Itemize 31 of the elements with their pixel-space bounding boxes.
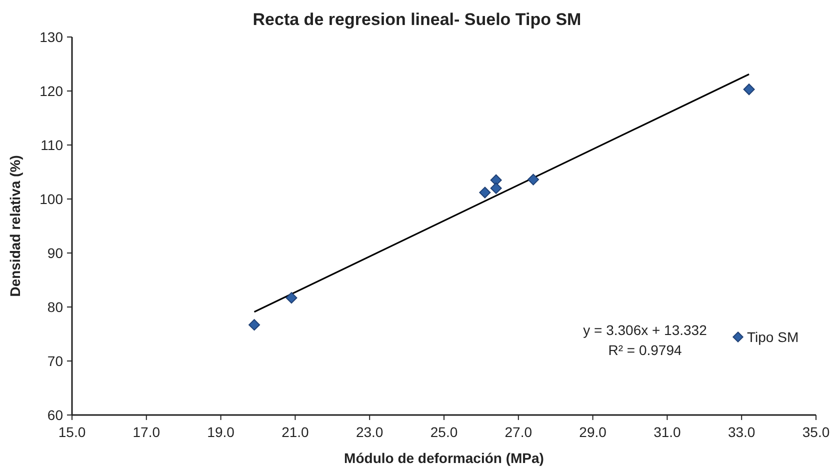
y-axis-title: Densidad relativa (%) — [7, 155, 23, 297]
point — [286, 292, 298, 304]
point — [528, 174, 540, 186]
x-tick-label: 15.0 — [58, 424, 86, 440]
x-tick-label: 25.0 — [430, 424, 458, 440]
legend-label: Tipo SM — [747, 328, 799, 345]
x-tick-label: 17.0 — [132, 424, 160, 440]
y-tick-label: 120 — [40, 82, 64, 99]
y-tick-label: 110 — [40, 136, 64, 153]
y-tick-label: 70 — [47, 352, 64, 369]
x-tick-label: 19.0 — [207, 424, 235, 440]
y-tick-label: 90 — [47, 244, 64, 261]
y-tick-label: 80 — [47, 298, 64, 315]
point — [479, 186, 491, 198]
point — [490, 182, 502, 194]
y-tick-label: 60 — [47, 406, 64, 423]
y-tick-label: 100 — [40, 190, 64, 207]
y-tick-label: 130 — [40, 28, 64, 45]
annotation: R² = 0.9794 — [608, 342, 682, 358]
x-tick-label: 27.0 — [504, 424, 532, 440]
x-tick-label: 33.0 — [728, 424, 756, 440]
point — [743, 84, 755, 96]
x-tick-label: 21.0 — [282, 424, 310, 440]
x-tick-label: 35.0 — [802, 424, 830, 440]
x-axis-title: Módulo de deformación (MPa) — [344, 450, 544, 466]
point — [248, 319, 260, 331]
x-tick-label: 23.0 — [356, 424, 384, 440]
x-tick-label: 29.0 — [579, 424, 607, 440]
annotation: y = 3.306x + 13.332 — [583, 322, 708, 338]
chart-title: Recta de regresion lineal- Suelo Tipo SM — [252, 10, 582, 29]
x-tick-label: 31.0 — [654, 424, 682, 440]
